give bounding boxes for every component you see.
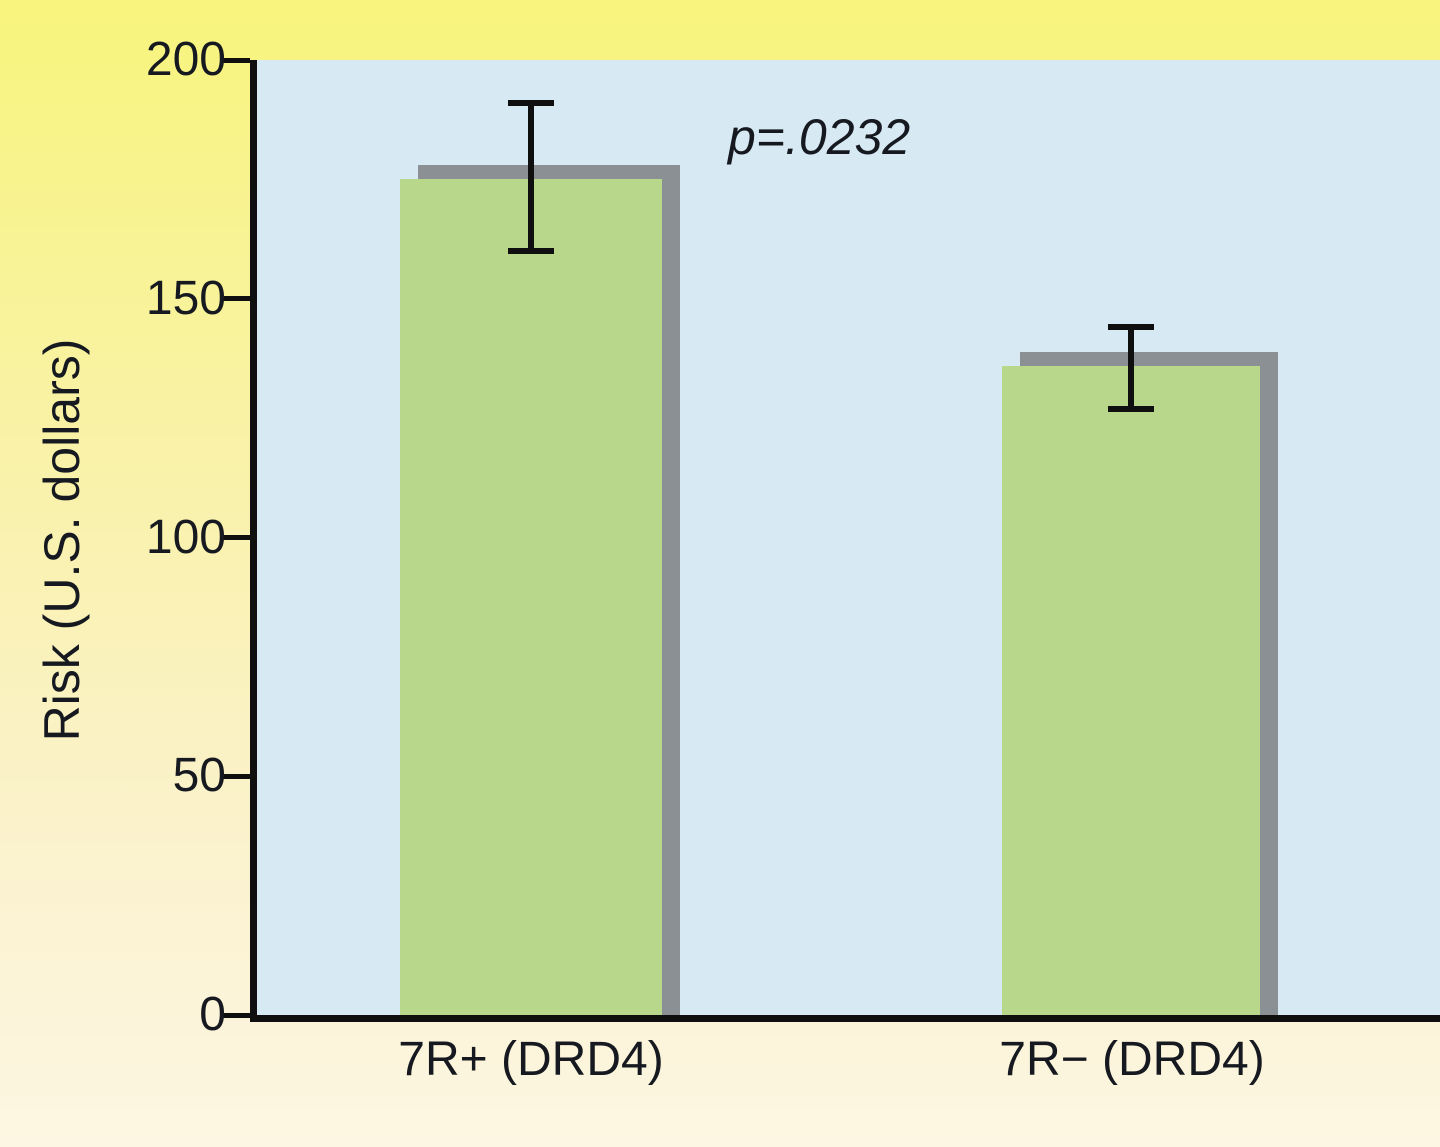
y-axis-line bbox=[250, 60, 257, 1022]
error-bar-cap-top bbox=[508, 99, 554, 106]
y-tick-mark bbox=[222, 535, 250, 540]
plot-area: p=.0232 bbox=[222, 57, 1440, 1022]
y-tick-label: 100 bbox=[145, 510, 226, 564]
y-tick-label: 50 bbox=[172, 749, 226, 803]
y-tick-mark bbox=[222, 773, 250, 779]
bar-7r-plus bbox=[400, 179, 662, 1015]
p-value-annotation: p=.0232 bbox=[728, 109, 911, 165]
y-tick-mark bbox=[222, 1012, 250, 1018]
y-tick-mark bbox=[222, 296, 250, 302]
y-tick-mark bbox=[222, 57, 250, 63]
bar-7r-minus bbox=[1002, 365, 1260, 1015]
y-tick-label: 0 bbox=[199, 988, 226, 1041]
y-tick-label: 150 bbox=[145, 271, 226, 325]
error-bar-cap-top bbox=[1108, 324, 1154, 331]
x-axis-line bbox=[250, 1015, 1440, 1022]
y-tick-label: 200 bbox=[145, 33, 226, 86]
x-tick-label-7r-minus: 7R− (DRD4) bbox=[999, 1033, 1265, 1086]
error-bar-cap-bottom bbox=[508, 248, 554, 254]
error-bar-line bbox=[528, 102, 534, 251]
error-bar-cap-bottom bbox=[1108, 405, 1154, 412]
error-bar-line bbox=[1128, 327, 1134, 409]
x-tick-label-7r-plus: 7R+ (DRD4) bbox=[398, 1033, 664, 1086]
